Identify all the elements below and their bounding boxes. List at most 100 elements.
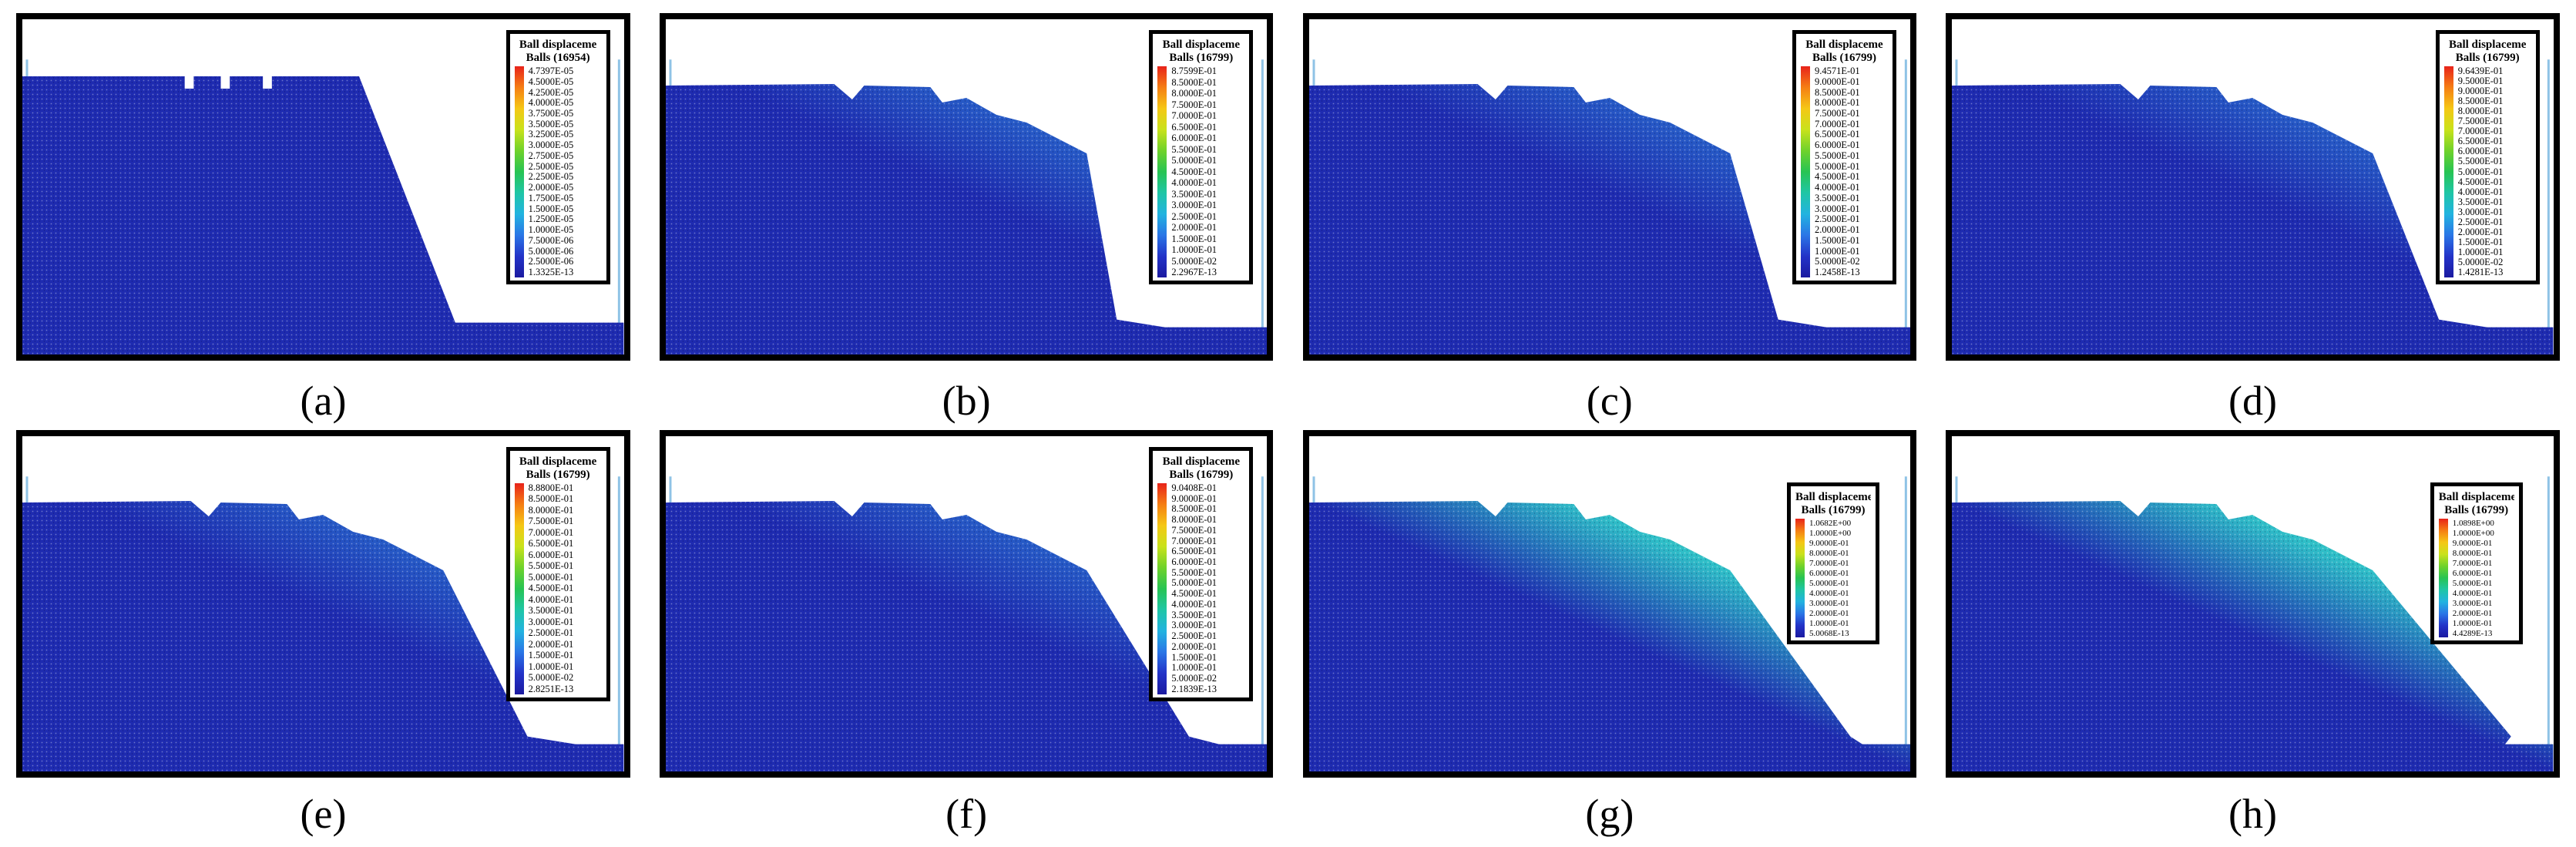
legend-value: 6.5000E-01: [528, 538, 574, 550]
legend-value: 4.5000E-01: [1171, 588, 1217, 600]
legend-title: Ball displaceme: [2448, 39, 2527, 52]
particle-slope-f: [665, 476, 1268, 772]
legend-value: 5.0000E-01: [2452, 578, 2493, 588]
legend-value: 1.0000E+00: [1809, 528, 1852, 538]
particle-texture: [22, 76, 624, 355]
legend-value: 1.0682E+00: [1809, 518, 1852, 528]
legend-value: 7.0000E-01: [1171, 535, 1217, 546]
legend-value: 6.5000E-01: [2457, 136, 2504, 147]
legend-value: 6.0000E-01: [1815, 139, 1860, 151]
legend-value: 4.0000E-01: [1815, 182, 1860, 193]
legend-value: 4.0000E-01: [2452, 588, 2493, 598]
legend-value: 3.0000E-01: [1171, 620, 1217, 631]
legend-title: Ball displaceme: [519, 39, 597, 52]
legend-value: 1.2500E-05: [528, 213, 574, 225]
panel-b: Ball displaceme Balls (16799) 8.7599E-01 8.…: [659, 13, 1274, 361]
legend-value: 9.6439E-01: [2457, 66, 2504, 77]
legend-value: 4.0000E-01: [2457, 186, 2504, 197]
legend-value: 3.7500E-05: [528, 107, 574, 119]
particle-texture: [1952, 500, 2554, 772]
legend-title: Ball displaceme: [1162, 39, 1241, 52]
legend-value: 7.0000E-01: [528, 526, 574, 538]
legend-value: 6.0000E-01: [2452, 568, 2493, 578]
legend-value: 4.0000E-05: [528, 97, 574, 109]
caption-e: (e): [300, 791, 347, 838]
legend-value: 2.0000E-05: [528, 182, 574, 193]
legend-value: 8.0000E-01: [2457, 106, 2504, 117]
legend-value: 1.0000E-01: [1809, 618, 1849, 628]
legend-value: 4.0000E-01: [1809, 588, 1849, 598]
legend-value: 2.0000E-01: [2452, 608, 2493, 618]
legend-value: 7.5000E-01: [1171, 524, 1217, 536]
legend-value: 5.0000E-02: [528, 672, 574, 684]
legend-value: 5.0000E-01: [1171, 155, 1217, 166]
legend-value: 2.0000E-01: [2457, 226, 2504, 237]
legend-value: 8.5000E-01: [1171, 503, 1217, 515]
particle-slope-c: [1308, 59, 1910, 355]
caption-g: (g): [1585, 791, 1634, 838]
legend-value: 6.0000E-01: [1171, 556, 1217, 568]
legend-value: 4.4289E-13: [2452, 628, 2493, 638]
legend-value: 2.1839E-13: [1171, 683, 1217, 694]
colorbar: [1157, 482, 1167, 694]
legend-value: 7.5000E-01: [2457, 116, 2504, 127]
legend-value: 4.5000E-01: [1815, 171, 1860, 183]
legend-value: 4.5000E-05: [528, 76, 574, 87]
particle-slope-d: [1952, 59, 2554, 355]
legend-subtitle: Balls (16954): [526, 52, 590, 65]
particle-slope-b: [665, 59, 1268, 355]
legend-value: 5.0000E-02: [1171, 255, 1217, 267]
legend-value: 5.0068E-13: [1809, 628, 1849, 638]
legend-value: 1.0000E-01: [528, 660, 574, 672]
particle-texture: [1308, 84, 1910, 355]
legend-value: 7.5000E-01: [1815, 107, 1860, 119]
legend-f: Ball displaceme Balls (16799) 9.0408E-01 9.…: [1149, 446, 1254, 701]
legend-value: 3.0000E-01: [1171, 200, 1217, 211]
legend-value: 9.0000E-01: [2452, 538, 2493, 548]
colorbar: [514, 66, 524, 278]
legend-value: 1.0000E-05: [528, 224, 574, 236]
legend-value: 5.5000E-01: [1815, 150, 1860, 161]
legend-value: 8.5000E-01: [2457, 96, 2504, 107]
legend-value: 2.8251E-13: [528, 683, 574, 694]
legend-value: 1.0000E-01: [1171, 662, 1217, 674]
legend-value: 5.0000E-01: [1809, 578, 1849, 588]
colorbar: [1801, 66, 1810, 278]
legend-value: 2.5000E-01: [1815, 213, 1860, 225]
legend-value: 9.0000E-01: [1171, 492, 1217, 504]
legend-b: Ball displaceme Balls (16799) 8.7599E-01 8.…: [1149, 30, 1254, 285]
legend-title: Ball displaceme: [1162, 455, 1241, 468]
legend-value: 1.3325E-13: [528, 266, 574, 277]
legend-value: 4.5000E-01: [1171, 166, 1217, 177]
legend-subtitle: Balls (16799): [1169, 52, 1234, 65]
legend-value: 2.5000E-01: [528, 627, 574, 639]
legend-value: 7.0000E-01: [2457, 126, 2504, 137]
legend-d: Ball displaceme Balls (16799) 9.6439E-01 9.…: [2435, 30, 2540, 285]
particle-texture: [1952, 84, 2554, 355]
legend-value: 8.0000E-01: [1171, 88, 1217, 99]
legend-value: 4.5000E-01: [2457, 176, 2504, 187]
legend-value: 1.0000E-01: [2457, 246, 2504, 257]
legend-value: 9.5000E-01: [2457, 76, 2504, 87]
legend-value: 3.5000E-01: [2457, 196, 2504, 207]
caption-a: (a): [300, 377, 347, 424]
legend-value: 6.5000E-01: [1171, 546, 1217, 557]
legend-value: 2.0000E-01: [1171, 640, 1217, 652]
legend-value: 7.0000E-01: [1815, 118, 1860, 129]
legend-value: 4.0000E-01: [1171, 598, 1217, 610]
legend-h: Ball displaceme Balls (16799) 1.0898E+00 1.…: [2430, 482, 2523, 644]
legend-value: 3.0000E-01: [2457, 206, 2504, 217]
legend-subtitle: Balls (16799): [526, 468, 590, 481]
legend-value: 5.0000E-01: [1171, 577, 1217, 589]
legend-value: 3.2500E-05: [528, 129, 574, 140]
legend-value: 1.0000E-01: [1171, 244, 1217, 256]
particle-texture: [665, 84, 1268, 355]
particle-texture: [665, 500, 1268, 772]
legend-value: 1.7500E-05: [528, 192, 574, 203]
legend-value: 2.5000E-01: [2457, 216, 2504, 227]
panel-f: Ball displaceme Balls (16799) 9.0408E-01 9.…: [659, 429, 1274, 778]
colorbar: [1157, 66, 1167, 278]
legend-value: 5.0000E-02: [2457, 256, 2504, 267]
legend-value: 3.5000E-01: [1171, 609, 1217, 620]
legend-value: 2.5000E-01: [1171, 210, 1217, 222]
